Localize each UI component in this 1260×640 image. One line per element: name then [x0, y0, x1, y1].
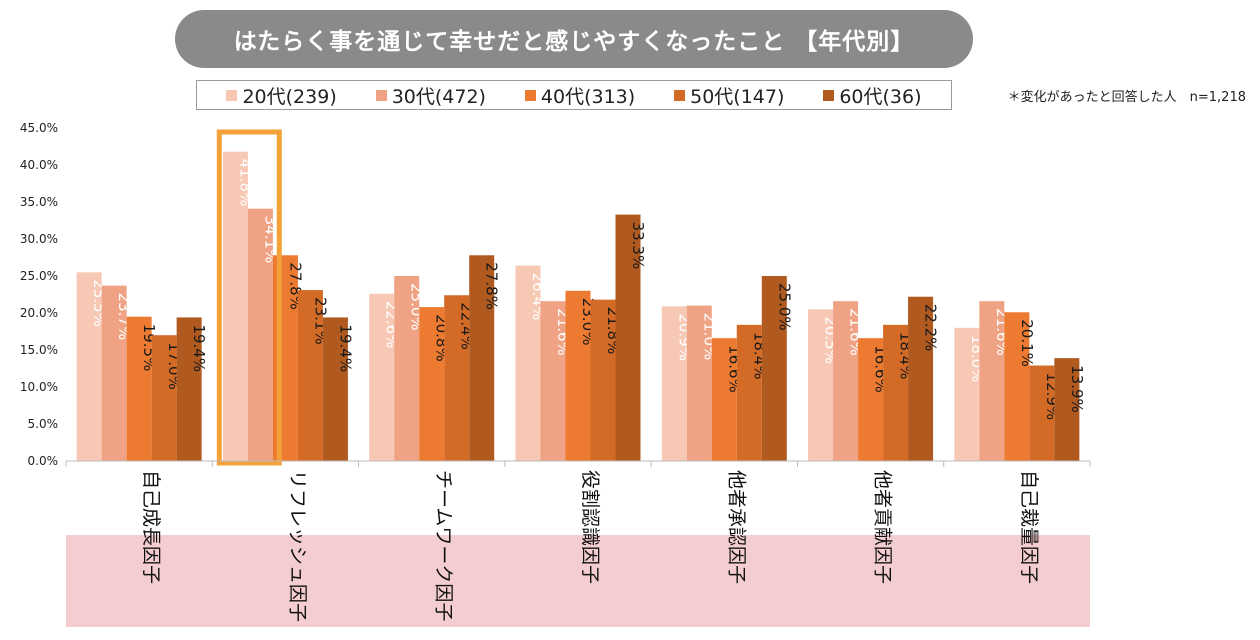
- data-label: 22.2%: [922, 304, 940, 352]
- bar: [883, 324, 909, 461]
- category-label: 自己成長因子: [140, 470, 162, 584]
- data-label: 33.3%: [629, 222, 647, 270]
- bar: [469, 255, 495, 461]
- highlight-box: [216, 129, 282, 466]
- legend-item-40s: 40代(313): [524, 82, 636, 109]
- data-label: 27.8%: [483, 262, 501, 310]
- y-tick-label: 40.0%: [20, 158, 58, 172]
- bar: [176, 317, 202, 461]
- data-label: 25.0%: [775, 283, 793, 331]
- bar: [419, 307, 445, 461]
- bar: [686, 305, 712, 461]
- legend-label-40s: 40代(313): [540, 85, 636, 108]
- y-tick-label: 20.0%: [20, 306, 58, 320]
- bar: [394, 276, 420, 461]
- legend-swatch-20s: [226, 89, 238, 101]
- y-tick-label: 15.0%: [20, 343, 58, 357]
- legend-item-50s: 50代(147): [674, 82, 784, 109]
- bar: [247, 208, 273, 461]
- category-label-band: [66, 535, 1090, 627]
- bar: [76, 272, 102, 461]
- bar: [444, 295, 470, 461]
- legend-label-60s: 60代(36): [839, 85, 922, 108]
- category-label: 他者承認因子: [725, 470, 747, 584]
- bar: [590, 299, 616, 461]
- category-label: リフレッシュ因子: [286, 470, 308, 622]
- y-tick-label: 35.0%: [20, 195, 58, 209]
- category-label: 自己裁量因子: [1018, 470, 1040, 584]
- legend-swatch-60s: [823, 89, 835, 101]
- category-label: 役割認識因子: [579, 470, 601, 584]
- bar: [661, 306, 687, 461]
- legend-label-50s: 50代(147): [690, 85, 785, 108]
- bar: [151, 335, 177, 461]
- bar: [565, 290, 591, 461]
- legend-label-30s: 30代(472): [391, 85, 486, 108]
- category-label: チームワーク因子: [433, 470, 455, 621]
- legend-item-30s: 30代(472): [375, 82, 486, 109]
- data-label: 41.8%: [236, 159, 254, 207]
- data-label: 19.4%: [190, 324, 208, 372]
- bar: [1029, 365, 1055, 461]
- bar: [833, 301, 859, 461]
- bar: [761, 276, 787, 461]
- legend-label-20s: 20代(239): [242, 85, 337, 108]
- bar: [954, 327, 980, 461]
- y-tick-label: 5.0%: [28, 417, 59, 431]
- bar: [297, 290, 323, 461]
- bar: [908, 296, 934, 461]
- bar: [540, 301, 566, 461]
- y-tick-label: 25.0%: [20, 269, 58, 283]
- bar: [711, 338, 737, 461]
- legend-swatch-30s: [375, 89, 387, 101]
- y-tick-label: 0.0%: [28, 454, 59, 468]
- data-label: 20.1%: [1018, 319, 1036, 367]
- chart-title: はたらく事を通じて幸せだと感じやすくなったこと 【年代別】: [175, 10, 973, 68]
- legend-item-60s: 60代(36): [823, 82, 922, 109]
- bar: [101, 285, 127, 461]
- bar: [322, 317, 348, 461]
- bar: [979, 301, 1005, 461]
- bar: [858, 338, 884, 461]
- legend: 20代(239) 30代(472) 40代(313) 50代(147) 60代(…: [196, 80, 952, 110]
- data-label: 19.4%: [336, 324, 354, 372]
- y-tick-label: 10.0%: [20, 380, 58, 394]
- legend-swatch-40s: [524, 89, 536, 101]
- bar: [808, 309, 834, 461]
- data-label: 13.9%: [1068, 365, 1086, 413]
- bar: [222, 151, 248, 461]
- bar: [736, 324, 762, 461]
- bar: [1004, 312, 1030, 461]
- bar: [369, 293, 395, 461]
- y-tick-label: 30.0%: [20, 232, 58, 246]
- y-tick-label: 45.0%: [20, 121, 58, 135]
- bar: [1054, 358, 1080, 461]
- bar: [515, 265, 541, 461]
- bar: [126, 316, 152, 461]
- category-label: 他者貢献因子: [872, 470, 894, 584]
- bar: [615, 214, 641, 461]
- legend-swatch-50s: [674, 89, 686, 101]
- sample-note: ＊変化があったと回答した人 n=1,218: [1007, 90, 1246, 105]
- legend-item-20s: 20代(239): [226, 82, 337, 109]
- data-label: 34.1%: [261, 216, 279, 264]
